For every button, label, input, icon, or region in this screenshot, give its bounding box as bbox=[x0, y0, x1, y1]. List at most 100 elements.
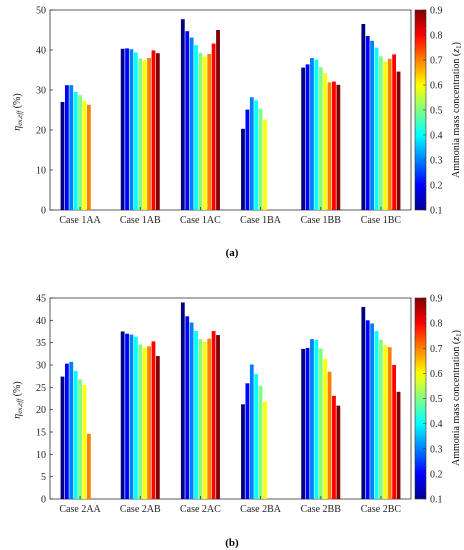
colorbar-tick-label-b-2: 0.3 bbox=[430, 444, 443, 455]
bar-a-3-3 bbox=[254, 100, 259, 210]
bar-a-2-2 bbox=[189, 37, 194, 210]
bar-a-1-5 bbox=[142, 60, 147, 211]
colorbar-tick-label-a-6: 0.7 bbox=[430, 56, 443, 67]
bar-b-5-7 bbox=[392, 365, 397, 499]
bar-b-1-2 bbox=[129, 334, 134, 499]
bar-a-2-1 bbox=[185, 31, 190, 211]
bar-b-1-0 bbox=[120, 331, 125, 499]
bar-b-2-7 bbox=[211, 331, 216, 499]
y-tick-label-b-9: 45 bbox=[36, 294, 46, 305]
colorbar-tick-label-a-8: 0.9 bbox=[430, 6, 443, 17]
bar-a-4-7 bbox=[332, 81, 336, 210]
x-tick-label-b-4: Case 2BB bbox=[301, 504, 342, 515]
y-tick-label-a-1: 10 bbox=[36, 166, 46, 177]
bar-a-2-3 bbox=[194, 45, 198, 211]
bar-a-4-0 bbox=[301, 67, 306, 210]
bar-b-3-4 bbox=[258, 385, 263, 499]
bar-a-1-4 bbox=[138, 58, 143, 211]
bar-a-2-0 bbox=[180, 19, 185, 211]
x-tick-label-a-0: Case 1AA bbox=[59, 215, 101, 226]
bar-a-0-3 bbox=[73, 92, 78, 210]
y-tick-label-b-4: 20 bbox=[36, 405, 46, 416]
plot-area-a bbox=[49, 9, 412, 211]
x-tick-label-b-3: Case 2BA bbox=[240, 504, 282, 515]
bar-a-4-3 bbox=[314, 59, 319, 210]
bar-a-5-2 bbox=[370, 40, 375, 210]
bar-a-3-1 bbox=[245, 109, 250, 210]
bar-b-4-5 bbox=[323, 358, 328, 499]
bar-b-4-3 bbox=[314, 339, 319, 499]
colorbar-tick-label-b-8: 0.9 bbox=[430, 294, 443, 305]
bar-b-5-2 bbox=[370, 323, 375, 499]
bar-b-2-3 bbox=[194, 331, 198, 499]
y-axis-label-a: ηex,eff (%) bbox=[12, 93, 24, 130]
bar-b-1-3 bbox=[133, 336, 138, 499]
y-axis-label-b: ηex,eff (%) bbox=[12, 381, 24, 418]
bar-b-4-0 bbox=[301, 348, 306, 499]
colorbar-tick-label-a-1: 0.2 bbox=[430, 181, 443, 192]
bar-b-1-1 bbox=[125, 333, 129, 499]
x-tick-label-a-5: Case 1BC bbox=[361, 215, 402, 226]
colorbar-tick-label-b-3: 0.4 bbox=[430, 419, 443, 430]
bar-a-1-2 bbox=[129, 49, 134, 211]
bar-a-5-0 bbox=[361, 24, 366, 210]
bar-a-1-0 bbox=[120, 48, 125, 210]
bar-a-0-5 bbox=[82, 101, 87, 210]
bar-b-4-7 bbox=[332, 395, 336, 499]
bar-b-1-6 bbox=[147, 346, 151, 499]
x-tick-label-b-5: Case 2BC bbox=[361, 504, 402, 515]
bar-a-1-6 bbox=[147, 58, 151, 210]
x-tick-label-b-0: Case 2AA bbox=[59, 504, 101, 515]
y-tick-label-a-2: 20 bbox=[36, 126, 46, 137]
bar-b-3-3 bbox=[254, 373, 259, 499]
bar-a-5-7 bbox=[392, 54, 397, 211]
bar-b-0-6 bbox=[86, 433, 91, 499]
bar-a-4-5 bbox=[323, 73, 328, 210]
bars-a bbox=[60, 19, 401, 211]
bar-b-0-0 bbox=[60, 376, 65, 499]
y-ticks-a: 0 10 20 30 40 50 bbox=[36, 6, 53, 217]
colorbar-tick-label-b-7: 0.8 bbox=[430, 319, 443, 330]
y-tick-label-b-8: 40 bbox=[36, 316, 46, 327]
x-tick-label-b-1: Case 2AB bbox=[120, 504, 161, 515]
colorbar-tick-label-a-3: 0.4 bbox=[430, 131, 443, 142]
colorbar-label-a: Ammonia mass concentration (z1) bbox=[451, 42, 463, 178]
bar-a-4-2 bbox=[310, 58, 314, 210]
bar-b-5-4 bbox=[379, 339, 383, 499]
bar-a-1-7 bbox=[151, 50, 156, 211]
x-tick-label-a-3: Case 1BA bbox=[240, 215, 282, 226]
bar-b-1-4 bbox=[138, 344, 143, 499]
bar-a-1-3 bbox=[133, 52, 138, 211]
y-tick-label-a-0: 0 bbox=[41, 206, 46, 217]
caption-a: (a) bbox=[226, 247, 239, 259]
bar-b-4-4 bbox=[318, 348, 323, 499]
bar-b-0-5 bbox=[82, 385, 87, 499]
y-tick-label-b-6: 30 bbox=[36, 361, 46, 372]
bar-a-4-8 bbox=[336, 84, 341, 210]
bar-b-1-8 bbox=[155, 356, 160, 499]
bar-b-5-6 bbox=[387, 347, 392, 499]
x-tick-label-a-2: Case 1AC bbox=[180, 215, 221, 226]
colorbar-tick-label-b-0: 0.1 bbox=[430, 495, 443, 506]
colorbar-tick-label-a-5: 0.6 bbox=[430, 81, 443, 92]
y-tick-label-b-3: 15 bbox=[36, 428, 46, 439]
y-tick-label-a-3: 30 bbox=[36, 86, 46, 97]
caption-b: (b) bbox=[225, 537, 239, 549]
y-tick-label-a-4: 40 bbox=[36, 46, 46, 57]
bar-a-5-5 bbox=[383, 61, 388, 210]
colorbar-ticks-a: 0.1 0.2 0.3 0.4 0.5 0.6 0.7 0.8 0.9 bbox=[423, 6, 443, 217]
bar-b-0-2 bbox=[69, 361, 74, 499]
x-ticks-b: Case 2AA Case 2AB Case 2AC Case 2BA Case 2BB… bbox=[59, 496, 401, 515]
colorbar-ticks-b: 0.1 0.2 0.3 0.4 0.5 0.6 0.7 0.8 0.9 bbox=[423, 294, 443, 506]
bar-b-5-0 bbox=[361, 306, 366, 499]
y-tick-label-b-7: 35 bbox=[36, 338, 46, 349]
bar-a-2-4 bbox=[198, 52, 203, 210]
y-tick-label-a-5: 50 bbox=[36, 6, 46, 17]
colorbar-tick-label-b-1: 0.2 bbox=[430, 469, 443, 480]
bar-b-3-5 bbox=[263, 401, 267, 499]
bar-b-2-2 bbox=[189, 322, 194, 499]
bar-a-1-8 bbox=[155, 53, 160, 211]
bar-b-2-8 bbox=[216, 335, 220, 499]
bar-b-2-1 bbox=[185, 316, 190, 499]
